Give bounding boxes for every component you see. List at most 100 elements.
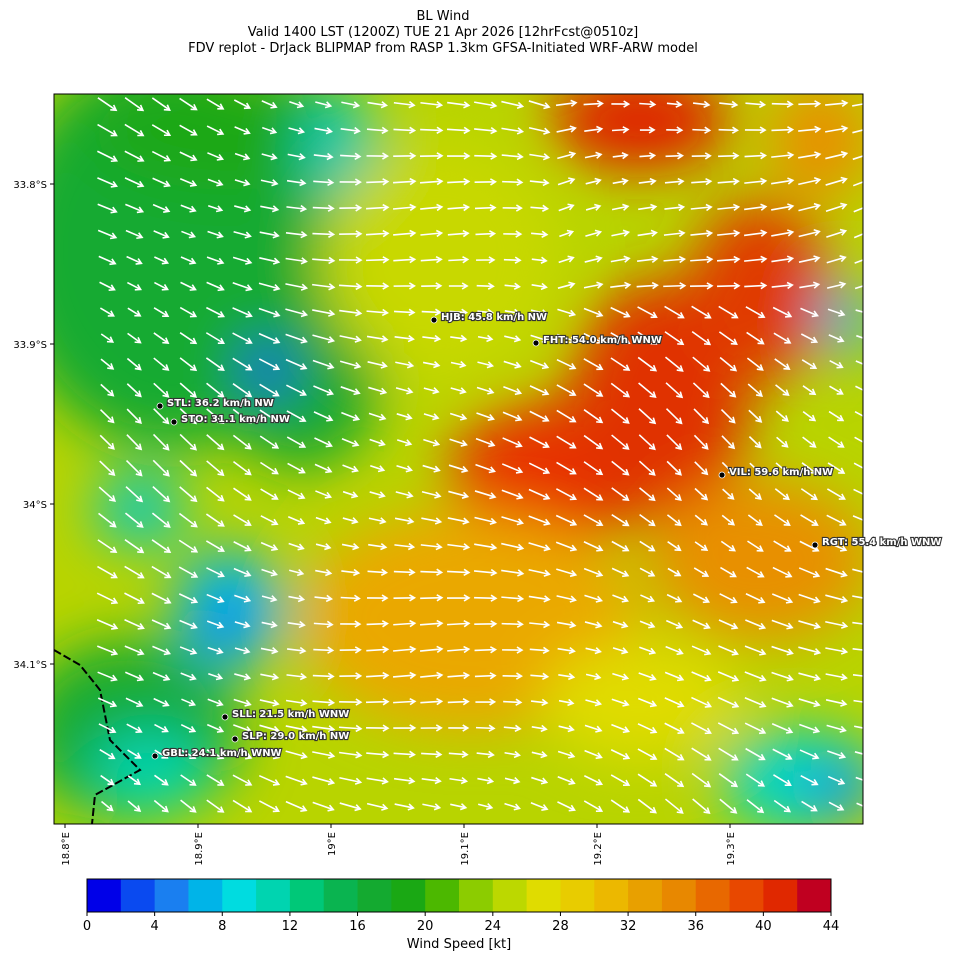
wind-arrow [583,567,604,578]
wind-arrow [366,645,390,654]
wind-arrow [719,798,738,814]
wind-arrow [312,751,336,759]
wind-arrow [880,647,900,653]
wind-arrow [853,233,863,239]
wind-arrow [394,542,416,551]
wind-arrow [800,488,818,501]
wind-arrow [665,382,684,399]
wind-arrow [474,543,498,551]
wind-arrow [125,229,144,240]
colorbar-swatch [391,879,426,912]
wind-arrow [259,257,281,265]
wind-arrow [556,595,577,603]
wind-arrow [771,177,795,185]
wind-arrow [854,751,863,755]
colorbar-swatch [425,879,460,912]
wind-arrow [396,439,413,447]
lon-tick-label: 19.1°E [460,832,471,866]
wind-arrow [501,100,525,110]
wind-arrow [718,773,739,788]
wind-arrow [180,204,197,213]
wind-arrow [234,126,251,135]
wind-arrow [288,127,306,135]
wind-arrow [260,205,280,213]
wind-arrow [557,177,576,186]
wind-arrow [665,619,684,629]
wind-arrow [260,515,279,526]
wind-arrow [664,331,685,346]
wind-arrow [771,619,794,630]
wind-arrow [880,517,901,525]
wind-arrow [852,541,863,547]
wind-arrow [528,515,551,526]
wind-arrow [393,594,417,602]
wind-arrow [585,647,602,655]
wind-arrow [420,255,443,264]
wind-arrow [205,332,226,345]
wind-arrow [287,516,306,525]
wind-arrow [856,829,870,836]
wind-arrow [233,99,252,110]
wind-arrow [366,308,390,317]
wind-arrow [476,750,495,759]
wind-arrow [637,697,658,708]
wind-arrow [475,230,497,238]
colorbar-swatch [661,879,697,912]
wind-arrow [529,359,550,370]
wind-arrow [178,593,199,604]
wind-arrow [556,435,577,449]
wind-arrow [691,152,712,160]
wind-arrow [97,150,119,163]
wind-arrow [127,749,142,759]
wind-arrow [639,152,657,160]
wind-arrow [124,645,145,656]
wind-arrow [127,307,142,317]
wind-arrow [396,413,413,421]
wind-arrow [718,331,738,346]
wind-arrow [448,282,469,290]
wind-arrow [556,568,578,578]
wind-arrow [825,99,849,108]
station-label: GBL: 24.1 km/h WNW [162,748,282,759]
wind-arrow [748,826,763,839]
wind-arrow [798,620,822,630]
wind-arrow [667,541,682,552]
wind-arrow [773,332,792,344]
wind-arrow [637,748,658,761]
wind-arrow [717,282,741,290]
wind-arrow [98,255,117,266]
wind-arrow [825,202,848,213]
wind-arrow [124,539,145,554]
wind-arrow [558,725,575,733]
wind-arrow [801,800,818,812]
wind-arrow [637,229,658,237]
wind-arrow [610,749,631,760]
wind-arrow [855,385,863,391]
colorbar-tick-label: 32 [620,919,637,934]
wind-arrow [882,336,897,342]
wind-arrow [206,434,225,451]
wind-arrow [233,826,251,838]
wind-arrow [585,699,603,707]
wind-arrow [260,826,279,837]
wind-arrow [638,408,657,425]
wind-arrow [664,697,685,708]
colorbar-swatch [256,879,291,912]
wind-arrow [234,594,252,603]
wind-arrow [99,434,115,450]
wind-arrow [585,203,602,211]
wind-arrow [529,436,550,449]
wind-arrow [258,332,281,344]
wind-arrow [720,540,736,552]
wind-arrow [775,826,789,837]
wind-arrow [744,281,768,290]
map-frame [53,93,864,825]
wind-arrow [126,255,143,265]
wind-arrow [339,360,362,370]
wind-arrow [339,646,362,654]
wind-arrow [126,434,143,451]
wind-arrow [745,773,766,787]
wind-arrow [152,459,170,477]
wind-arrow [477,803,494,811]
